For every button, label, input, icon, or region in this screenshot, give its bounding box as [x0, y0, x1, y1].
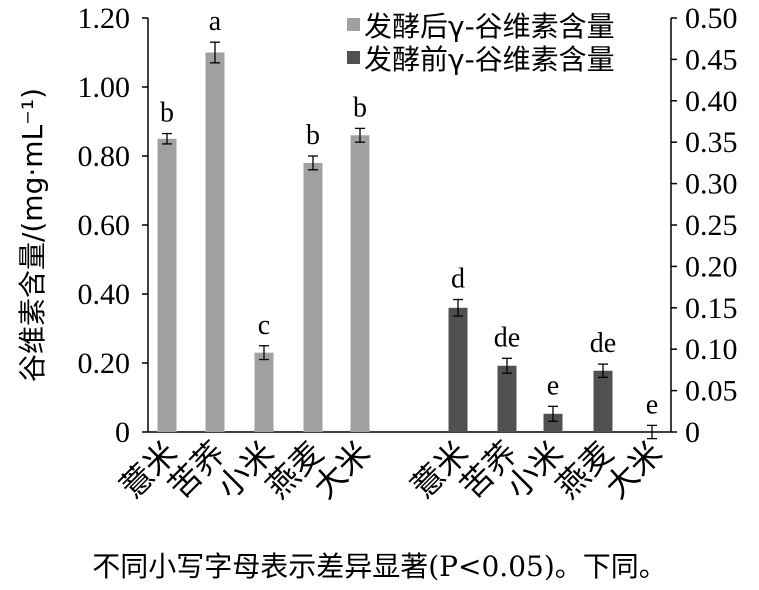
significance-label: de	[590, 328, 616, 359]
bar	[157, 138, 177, 432]
right-tick-label: 0.50	[685, 2, 738, 35]
figure-caption: 不同小写字母表示差异显著(P<0.05)。下同。	[92, 550, 667, 583]
bar	[543, 413, 563, 432]
legend-label: 发酵前γ-谷维素含量	[364, 43, 615, 76]
right-tick-label: 0.35	[685, 126, 738, 159]
right-tick-label: 0.45	[685, 43, 738, 76]
significance-label: e	[646, 389, 658, 420]
bar-chart: 谷维素含量/(mg·mL⁻¹) 0 0.20 0.40 0.60 0.80 1.00 1.20…	[16, 2, 738, 506]
right-tick-label: 0.15	[685, 292, 738, 325]
right-tick-label: 0	[685, 416, 700, 449]
bar	[254, 352, 274, 432]
bar	[593, 370, 613, 432]
left-tick-label: 1.00	[78, 71, 131, 104]
left-tick-label: 0	[115, 416, 130, 449]
left-tick-label: 1.20	[78, 2, 131, 35]
left-tick-label: 0.20	[78, 347, 131, 380]
significance-label: b	[160, 98, 174, 129]
bar	[350, 135, 370, 433]
right-tick-label: 0.05	[685, 375, 738, 408]
category-label: 大米	[598, 434, 670, 506]
right-tick-label: 0.10	[685, 333, 738, 366]
category-label: 大米	[306, 434, 378, 506]
significance-label: d	[451, 264, 465, 295]
significance-label: b	[353, 92, 367, 123]
significance-label: de	[494, 322, 520, 353]
significance-label: b	[306, 120, 320, 151]
significance-label: c	[258, 310, 270, 341]
left-tick-label: 0.40	[78, 278, 131, 311]
legend-swatch	[347, 51, 360, 64]
bar	[497, 365, 517, 432]
bar	[448, 307, 468, 432]
left-tick-label: 0.80	[78, 140, 131, 173]
legend-label: 发酵后γ-谷维素含量	[364, 10, 615, 43]
y-axis-label: 谷维素含量/(mg·mL⁻¹)	[16, 88, 49, 382]
bar	[205, 52, 225, 432]
bar	[303, 162, 323, 432]
left-tick-label: 0.60	[78, 209, 131, 242]
legend-swatch	[347, 18, 360, 31]
significance-label: a	[209, 6, 222, 37]
right-tick-label: 0.40	[685, 85, 738, 118]
right-tick-label: 0.25	[685, 209, 738, 242]
right-tick-label: 0.20	[685, 250, 738, 283]
significance-label: e	[547, 370, 559, 401]
right-tick-label: 0.30	[685, 168, 738, 201]
